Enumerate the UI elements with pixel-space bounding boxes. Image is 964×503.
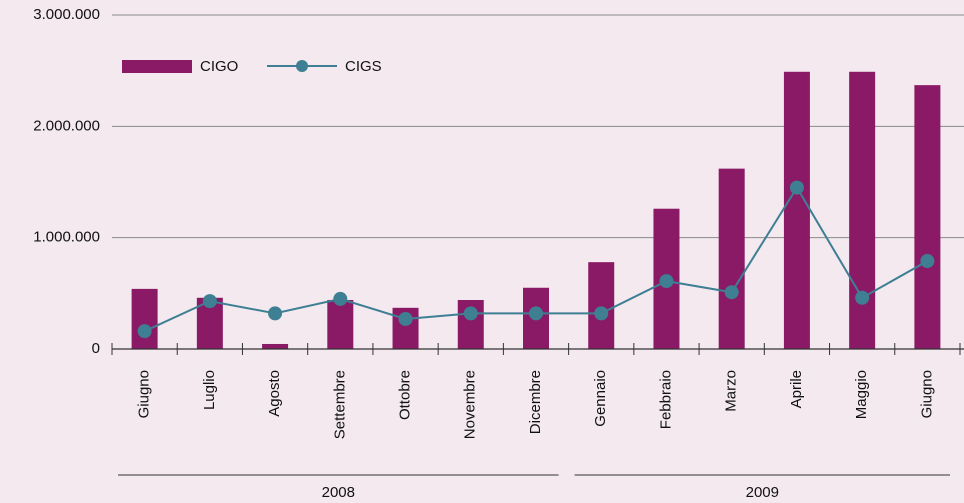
legend-swatch [296, 60, 308, 72]
line-marker [333, 291, 348, 306]
group-label: 2008 [322, 484, 355, 501]
x-tick-label: Marzo [723, 370, 740, 412]
line-marker [463, 306, 478, 321]
y-tick-label: 3.000.000 [33, 6, 100, 23]
y-tick-label: 2.000.000 [33, 117, 100, 134]
bar [262, 343, 289, 349]
x-tick-label: Gennaio [592, 370, 609, 427]
x-tick-label: Aprile [788, 370, 805, 408]
line-marker [398, 311, 413, 326]
bar [718, 168, 745, 349]
line-marker [724, 285, 739, 300]
line-marker [855, 290, 870, 305]
line-marker [920, 254, 935, 269]
x-tick-label: Luglio [201, 370, 218, 410]
legend-swatch [122, 60, 192, 73]
y-tick-label: 1.000.000 [33, 229, 100, 246]
bar [588, 262, 615, 349]
line-marker [789, 180, 804, 195]
line-marker [137, 324, 152, 339]
x-tick-label: Giugno [918, 370, 935, 418]
line-marker [268, 306, 283, 321]
x-tick-label: Ottobre [397, 370, 414, 420]
y-tick-label: 0 [92, 340, 100, 357]
bar [783, 71, 810, 349]
bar [849, 71, 876, 349]
line-marker [594, 306, 609, 321]
x-tick-label: Giugno [136, 370, 153, 418]
x-tick-label: Agosto [266, 370, 283, 417]
line-marker [202, 294, 217, 309]
legend-label: CIGO [200, 58, 238, 75]
line-marker [659, 274, 674, 289]
x-tick-label: Maggio [853, 370, 870, 419]
x-tick-label: Dicembre [527, 370, 544, 434]
x-tick-label: Novembre [462, 370, 479, 439]
bar [914, 85, 941, 349]
legend-label: CIGS [345, 58, 382, 75]
group-label: 2009 [746, 484, 779, 501]
bar [327, 300, 354, 349]
line-marker [529, 306, 543, 321]
bar [131, 288, 158, 349]
x-tick-label: Febbraio [657, 370, 674, 429]
x-tick-label: Settembre [331, 370, 348, 439]
